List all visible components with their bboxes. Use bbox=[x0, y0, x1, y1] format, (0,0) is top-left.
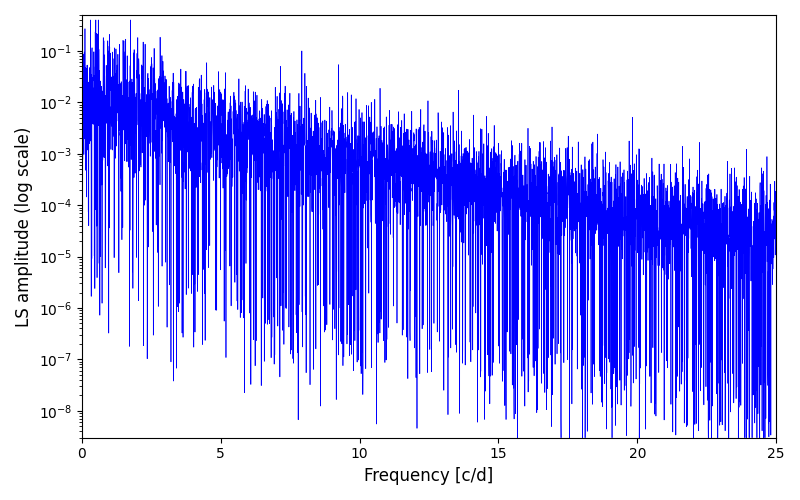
Y-axis label: LS amplitude (log scale): LS amplitude (log scale) bbox=[15, 126, 33, 326]
X-axis label: Frequency [c/d]: Frequency [c/d] bbox=[364, 467, 494, 485]
